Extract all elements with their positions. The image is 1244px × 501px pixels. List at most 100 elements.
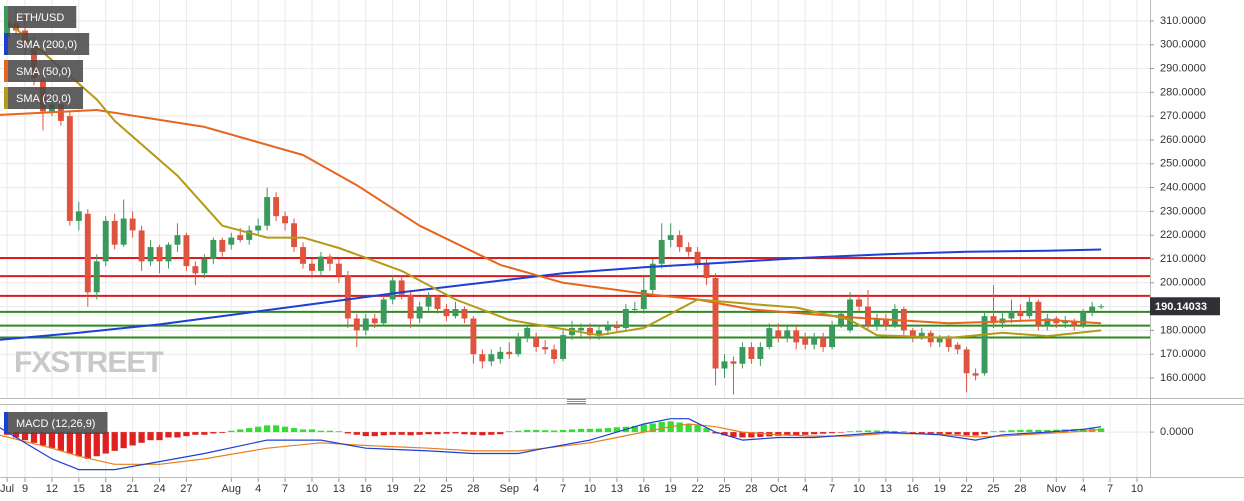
macd-histogram-bar xyxy=(12,432,20,438)
x-tick-label: 13 xyxy=(333,483,345,495)
macd-histogram-bar xyxy=(389,432,396,435)
sma-lines xyxy=(0,20,1102,341)
candle-body xyxy=(147,247,154,262)
candle-body xyxy=(102,220,109,262)
candle-body xyxy=(721,361,728,369)
candle-body xyxy=(300,247,306,264)
macd-histogram-bar xyxy=(577,428,585,433)
candle-body xyxy=(1062,320,1069,324)
x-tick-label: 10 xyxy=(1131,483,1143,495)
macd-histogram-bar xyxy=(129,432,136,446)
legend: ETH/USD SMA (200,0) SMA (50,0) SMA (20,0) MA… xyxy=(4,6,108,434)
macd-histogram-bar xyxy=(255,426,262,433)
macd-histogram-bar xyxy=(434,432,441,435)
x-tick-label: 13 xyxy=(611,483,623,495)
candle-body xyxy=(551,349,558,359)
candle-body xyxy=(192,266,199,274)
candle-body xyxy=(694,251,701,264)
x-tick-label: 16 xyxy=(907,483,919,495)
candle-body xyxy=(766,328,773,348)
x-tick-label: Sep xyxy=(499,483,519,495)
macd-histogram-bar xyxy=(75,432,82,457)
candle-body xyxy=(506,351,513,355)
candle-body xyxy=(138,230,145,262)
legend-box xyxy=(4,60,84,82)
candle-body xyxy=(604,325,611,331)
candle-body xyxy=(829,325,836,348)
macd-histogram-bar xyxy=(210,432,217,434)
candle-body xyxy=(264,197,271,226)
candle-body xyxy=(918,332,925,338)
macd-histogram-bar xyxy=(811,432,818,435)
x-tick-label: 25 xyxy=(440,483,452,495)
candle-body xyxy=(1026,301,1033,317)
x-tick-label: 12 xyxy=(46,483,58,495)
candle-body xyxy=(703,263,710,279)
macd-histogram-bar xyxy=(649,423,656,433)
macd-histogram-bar xyxy=(506,431,513,433)
candle-body xyxy=(631,308,638,310)
x-tick-label: Oct xyxy=(770,483,787,495)
candle-body xyxy=(4,23,11,38)
macd-histogram-bar xyxy=(802,432,809,435)
candle-body xyxy=(273,197,280,217)
candle-body xyxy=(416,306,423,319)
macd-histogram-bar xyxy=(963,432,970,436)
candle-body xyxy=(75,211,82,221)
legend-swatch xyxy=(4,412,8,434)
macd-histogram-bar xyxy=(380,432,387,436)
x-tick-label: 4 xyxy=(802,483,808,495)
candle-body xyxy=(560,335,567,359)
candle-body xyxy=(847,299,853,331)
macd-histogram-bar xyxy=(21,432,29,441)
candle-body xyxy=(111,220,118,245)
candle-body xyxy=(452,308,459,317)
candle-body xyxy=(613,325,620,329)
candle-body xyxy=(1098,306,1105,308)
candle-body xyxy=(407,294,414,319)
macd-histogram-bar xyxy=(281,426,289,433)
x-tick-label: 22 xyxy=(960,483,972,495)
candle-body xyxy=(84,213,91,293)
candle-body xyxy=(371,318,378,324)
resize-handle[interactable] xyxy=(567,399,586,404)
macd-histogram-bar xyxy=(568,429,576,433)
candle-body xyxy=(120,218,127,245)
y-tick-label: 210.0000 xyxy=(1160,253,1206,265)
legend-label: MACD (12,26,9) xyxy=(16,418,95,430)
macd-histogram-bar xyxy=(712,432,719,434)
x-tick-label: 10 xyxy=(584,483,596,495)
candle-body xyxy=(389,280,396,300)
macd-histogram-bar xyxy=(954,432,961,435)
macd-histogram-bar xyxy=(201,432,208,435)
macd-histogram-bar xyxy=(748,432,755,438)
macd-histogram-bar xyxy=(595,428,603,433)
candle-body xyxy=(649,263,656,290)
candle-body xyxy=(954,344,961,350)
candle-body xyxy=(811,337,818,345)
candle-body xyxy=(515,337,522,355)
macd-histogram-bar xyxy=(990,431,997,433)
legend-label: SMA (50,0) xyxy=(16,66,71,78)
macd-histogram-bar xyxy=(174,432,181,438)
macd-histogram-bar xyxy=(120,432,127,449)
candle-body xyxy=(990,316,997,324)
macd-histogram-bar xyxy=(470,432,477,435)
macd-histogram-bar xyxy=(640,424,647,433)
macd-histogram-bar xyxy=(479,432,486,436)
macd-histogram-bar xyxy=(228,430,235,433)
macd-histogram-bar xyxy=(999,430,1006,433)
macd-histogram-bar xyxy=(891,431,899,433)
candle-body xyxy=(246,230,253,240)
candle-body xyxy=(219,239,226,252)
candle-body xyxy=(972,373,979,376)
macd-histogram-bar xyxy=(775,432,782,436)
candle-body xyxy=(667,235,674,240)
macd-histogram-bar xyxy=(694,425,701,433)
candle-body xyxy=(963,349,970,374)
candle-body xyxy=(1089,306,1096,312)
y-tick-label: 240.0000 xyxy=(1160,181,1206,193)
macd-histogram-bar xyxy=(102,432,109,454)
x-tick-label: 18 xyxy=(100,483,112,495)
candle-body xyxy=(838,313,845,326)
